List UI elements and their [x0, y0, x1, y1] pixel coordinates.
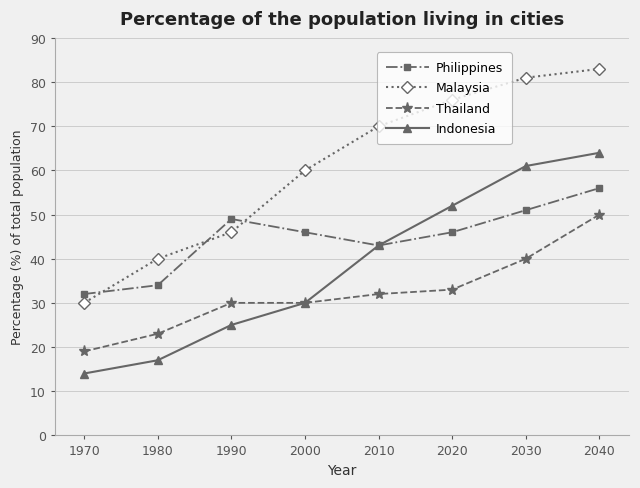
Philippines — [596, 186, 604, 192]
Indonesia — [522, 164, 530, 170]
Thailand — [228, 300, 236, 306]
Philippines — [301, 230, 309, 236]
Malaysia — [375, 124, 383, 130]
Legend: Philippines, Malaysia, Thailand, Indonesia: Philippines, Malaysia, Thailand, Indones… — [377, 53, 511, 145]
Thailand — [154, 331, 161, 337]
Malaysia — [154, 256, 161, 262]
Indonesia — [449, 203, 456, 209]
Title: Percentage of the population living in cities: Percentage of the population living in c… — [120, 11, 564, 29]
Indonesia — [301, 300, 309, 306]
Philippines — [80, 291, 88, 297]
Thailand — [449, 287, 456, 293]
Line: Malaysia: Malaysia — [80, 65, 604, 307]
Malaysia — [596, 67, 604, 73]
Philippines — [228, 217, 236, 223]
Y-axis label: Percentage (%) of total population: Percentage (%) of total population — [11, 130, 24, 345]
Malaysia — [228, 230, 236, 236]
Philippines — [154, 283, 161, 288]
Philippines — [522, 208, 530, 214]
Indonesia — [228, 323, 236, 328]
Indonesia — [375, 243, 383, 249]
Line: Thailand: Thailand — [79, 209, 605, 357]
X-axis label: Year: Year — [327, 463, 356, 477]
Indonesia — [154, 358, 161, 364]
Philippines — [375, 243, 383, 249]
Line: Indonesia: Indonesia — [80, 149, 604, 378]
Thailand — [596, 212, 604, 218]
Indonesia — [80, 371, 88, 377]
Malaysia — [80, 300, 88, 306]
Line: Philippines: Philippines — [81, 185, 603, 298]
Malaysia — [522, 76, 530, 81]
Thailand — [375, 291, 383, 297]
Malaysia — [449, 98, 456, 103]
Indonesia — [596, 150, 604, 156]
Thailand — [80, 349, 88, 355]
Malaysia — [301, 168, 309, 174]
Thailand — [301, 300, 309, 306]
Thailand — [522, 256, 530, 262]
Philippines — [449, 230, 456, 236]
